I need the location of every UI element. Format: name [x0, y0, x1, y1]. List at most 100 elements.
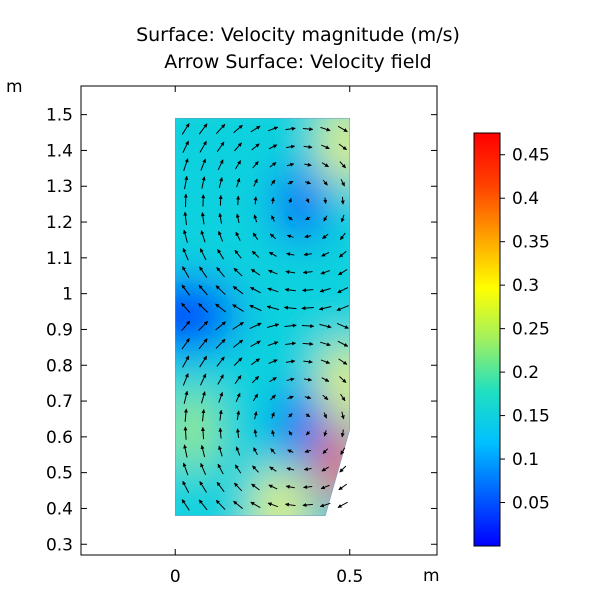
velocity-arrow	[318, 306, 332, 311]
velocity-arrow	[267, 287, 279, 293]
velocity-arrow	[323, 430, 328, 437]
velocity-arrow	[252, 393, 259, 402]
velocity-arrow	[250, 125, 261, 133]
velocity-arrow	[268, 484, 278, 490]
y-tick-label: 0.8	[46, 356, 73, 376]
velocity-arrow	[288, 430, 293, 436]
velocity-arrow	[269, 233, 277, 240]
velocity-arrow	[234, 464, 242, 474]
velocity-arrow	[200, 230, 206, 243]
velocity-arrow	[182, 266, 190, 279]
velocity-arrow	[270, 448, 276, 455]
velocity-arrow	[322, 394, 329, 401]
velocity-arrow	[250, 501, 261, 509]
velocity-arrow	[250, 286, 261, 294]
velocity-arrow	[232, 285, 244, 295]
velocity-arrow	[268, 269, 278, 275]
velocity-arrow	[233, 357, 243, 366]
velocity-arrow	[232, 321, 244, 330]
velocity-arrow	[338, 143, 347, 151]
y-tick-label: 0.6	[46, 428, 73, 448]
velocity-arrow	[302, 127, 314, 132]
velocity-arrow	[216, 267, 225, 278]
velocity-arrow	[218, 409, 223, 421]
velocity-arrow	[184, 175, 189, 190]
velocity-arrow	[288, 413, 293, 418]
colorbar-tick-label: 0.05	[512, 494, 550, 514]
velocity-arrow	[267, 126, 279, 132]
velocity-arrow	[266, 305, 280, 311]
velocity-arrow	[253, 411, 258, 420]
y-tick-label: 0.3	[46, 535, 73, 555]
velocity-arrow	[285, 341, 297, 346]
velocity-arrow	[216, 356, 225, 367]
velocity-arrow	[301, 306, 314, 311]
velocity-arrow	[250, 340, 261, 348]
colorbar-tick-label: 0.1	[512, 450, 539, 470]
velocity-arrow	[218, 212, 223, 224]
velocity-arrow	[182, 247, 189, 261]
velocity-arrow	[322, 233, 329, 239]
velocity-arrow	[269, 466, 277, 472]
velocity-arrow	[321, 251, 330, 257]
velocity-arrow	[233, 124, 243, 134]
velocity-arrow	[340, 178, 345, 187]
velocity-arrow	[267, 341, 279, 347]
velocity-arrow	[199, 248, 207, 261]
velocity-arrow	[199, 355, 208, 368]
velocity-arrow	[337, 287, 349, 294]
velocity-arrow	[319, 502, 331, 508]
velocity-arrow	[232, 339, 244, 348]
colorbar-tick-label: 0.35	[512, 233, 550, 253]
velocity-arrow	[305, 431, 311, 436]
velocity-arrow	[235, 446, 241, 456]
velocity-arrow	[286, 377, 295, 382]
velocity-arrow	[339, 376, 347, 383]
velocity-arrow	[303, 252, 312, 257]
velocity-arrow	[319, 323, 332, 329]
velocity-arrow	[182, 355, 190, 368]
velocity-arrow	[271, 215, 275, 222]
velocity-arrow	[183, 426, 188, 440]
y-tick-label: 0.9	[46, 320, 73, 340]
velocity-arrow	[304, 162, 312, 167]
velocity-arrow	[323, 412, 327, 419]
velocity-arrow	[200, 444, 206, 458]
y-axis-unit-label: m	[6, 77, 23, 97]
velocity-arrow	[284, 287, 296, 292]
y-tick-label: 1.5	[46, 106, 73, 126]
velocity-arrow	[249, 322, 262, 329]
velocity-arrow	[215, 123, 226, 134]
y-tick-label: 1.4	[46, 141, 73, 161]
velocity-arrow	[340, 429, 345, 438]
velocity-arrow	[337, 125, 348, 133]
velocity-arrow	[251, 143, 260, 151]
velocity-arrow	[322, 179, 328, 186]
velocity-arrow	[319, 288, 331, 293]
velocity-arrow	[201, 391, 206, 404]
velocity-arrow	[253, 196, 258, 205]
velocity-arrow	[323, 215, 328, 222]
x-tick-label: 0	[170, 567, 181, 587]
colorbar	[473, 132, 501, 547]
velocity-arrow	[287, 216, 293, 221]
velocity-arrow	[252, 161, 259, 169]
velocity-arrow	[249, 304, 262, 312]
velocity-arrow	[287, 449, 294, 454]
velocity-arrow	[198, 320, 209, 331]
velocity-arrow	[340, 196, 345, 205]
velocity-arrow	[338, 483, 348, 491]
velocity-arrow	[337, 501, 348, 508]
velocity-arrow	[286, 144, 296, 149]
velocity-arrow	[181, 338, 190, 350]
velocity-arrow	[322, 448, 329, 454]
velocity-arrow	[235, 213, 240, 224]
velocity-arrow	[320, 126, 331, 132]
velocity-arrow	[251, 250, 260, 258]
velocity-arrow	[305, 216, 311, 221]
velocity-arrow	[182, 480, 190, 493]
velocity-arrow	[321, 466, 329, 472]
velocity-arrow	[183, 229, 188, 243]
velocity-arrow	[338, 250, 347, 258]
colorbar-tick-label: 0.2	[512, 363, 539, 383]
